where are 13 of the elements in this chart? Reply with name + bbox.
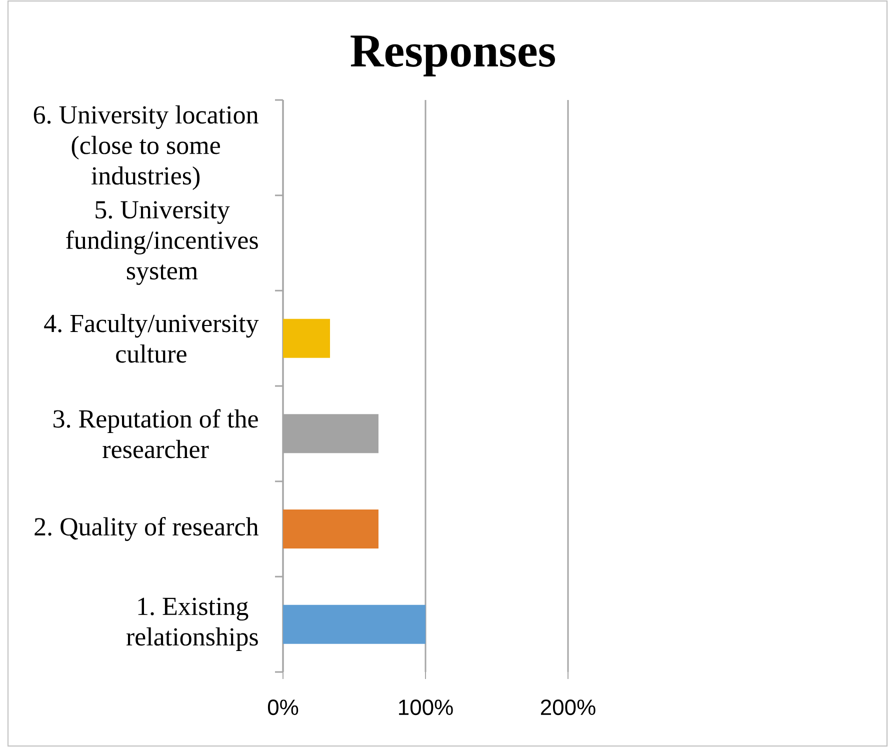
chart-title: Responses: [350, 36, 555, 76]
x-tick-label: 200%: [540, 700, 596, 716]
x-tick-label: 100%: [399, 700, 453, 716]
y-tick-label: 2. Quality of research: [34, 517, 258, 541]
bar: [283, 318, 330, 358]
y-tick-label: 1. Existing relationships: [126, 598, 258, 651]
y-tick-label: 4. Faculty/university culture: [44, 314, 259, 363]
y-tick-label: 6. University location (close to some industries): [34, 105, 258, 190]
bar: [283, 604, 426, 644]
bar: [283, 510, 378, 548]
y-tick-label: 3. Reputation of the researcher: [54, 409, 258, 458]
y-tick-label: 5. University funding/incentives system: [66, 201, 258, 285]
x-tick-label: 0%: [268, 700, 298, 716]
